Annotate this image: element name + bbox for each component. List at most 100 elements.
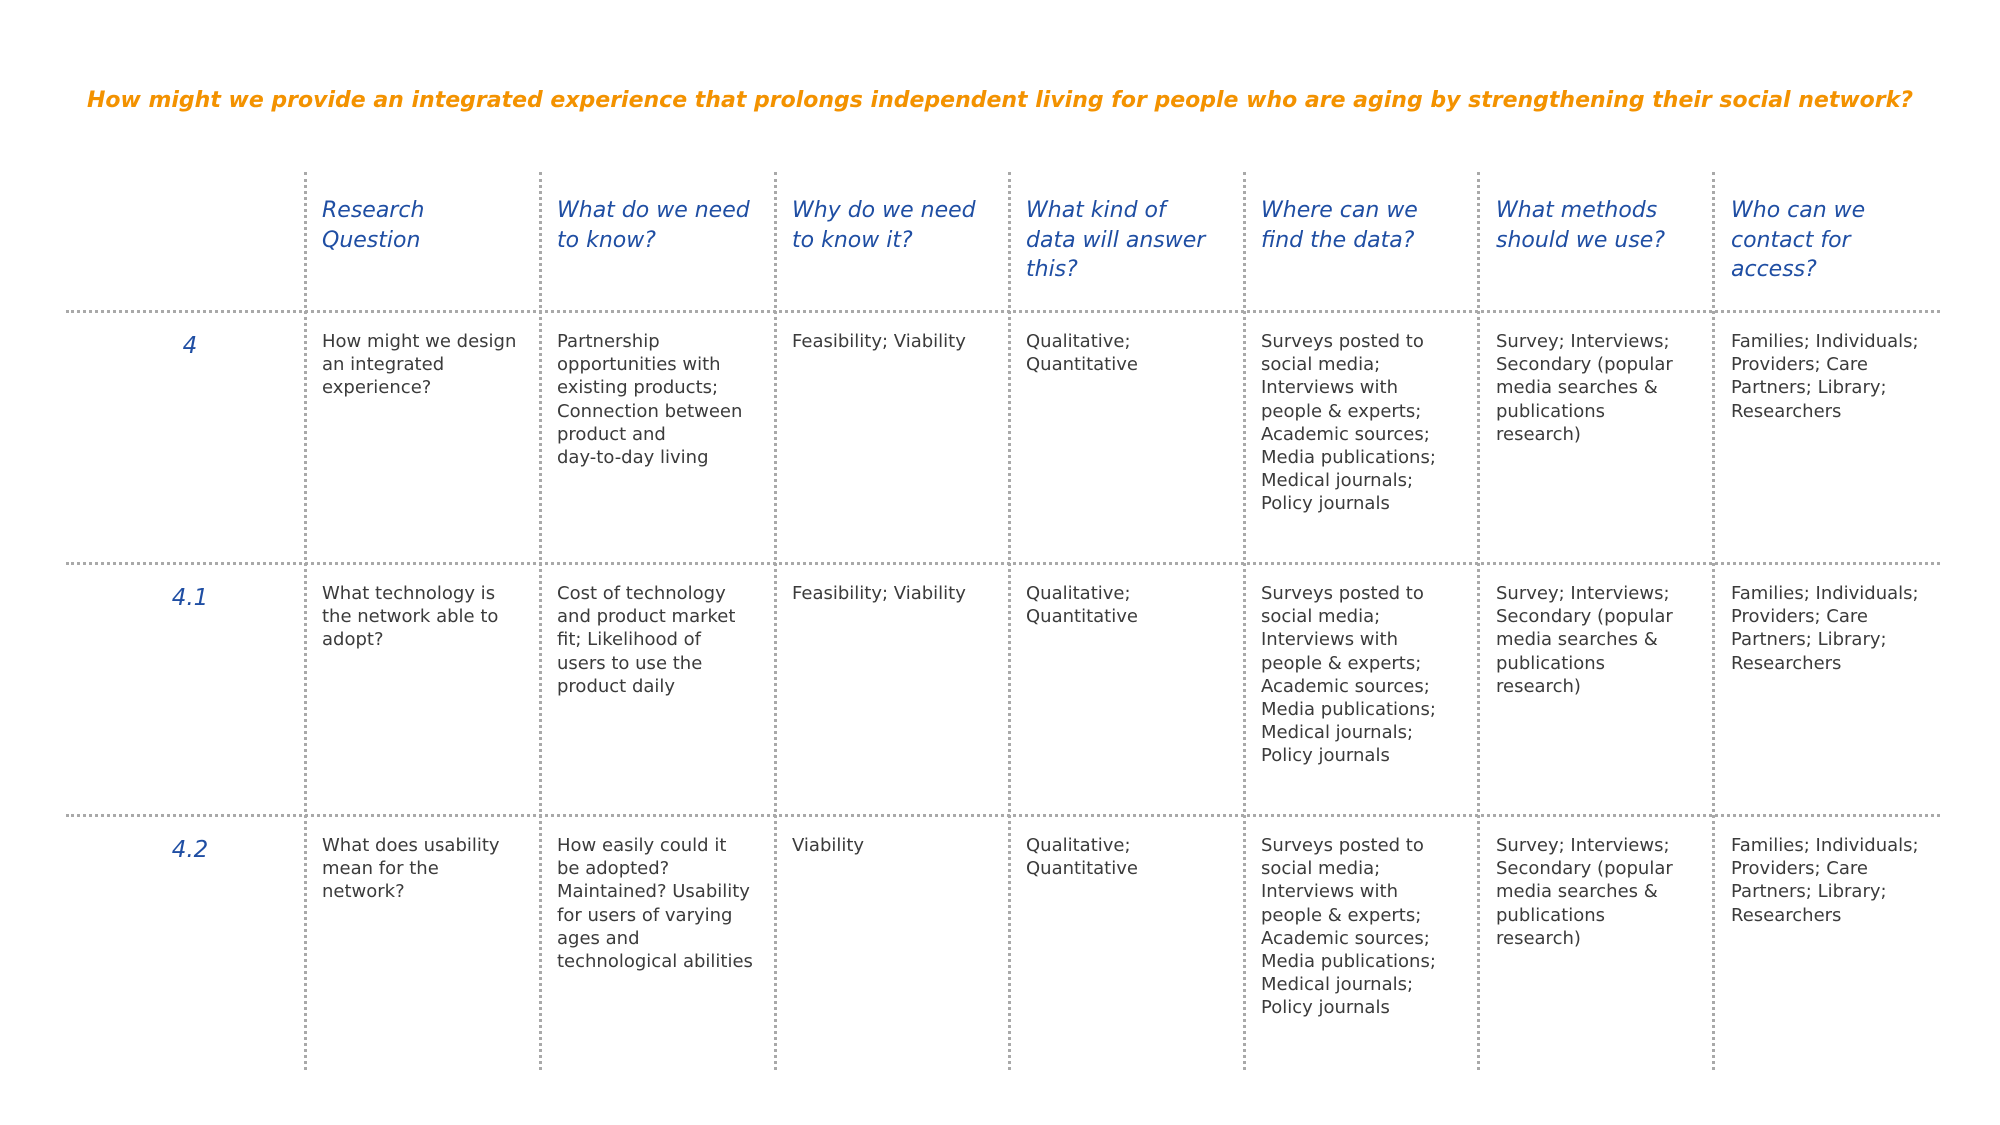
table-cell: Partnership opportunities with existing pr… — [557, 330, 742, 469]
table-cell: How might we design an integrated experien… — [322, 330, 516, 400]
cell-line: Surveys posted to — [1261, 583, 1424, 604]
cell-line: existing products; — [557, 377, 719, 399]
cell-line: publications — [1496, 400, 1606, 422]
cell-line: Research — [322, 198, 425, 223]
column-header: Who can we contact for access? — [1731, 196, 1941, 285]
cell-line: data will answer — [1026, 227, 1206, 253]
cell-line: Why do we need — [792, 198, 976, 223]
table-cell: What does usability mean for the network? — [322, 834, 500, 904]
cell-line: Surveys posted to — [1261, 331, 1424, 352]
cell-line: Who can we — [1731, 198, 1866, 223]
cell-line: Cost of technology — [557, 583, 726, 604]
cell-line: Quantitative — [1026, 858, 1138, 880]
cell-line: network? — [322, 881, 405, 903]
row-number: 4 — [182, 333, 198, 359]
cell-line: adopt? — [322, 629, 384, 651]
row-number: 4.1 — [171, 585, 209, 611]
column-divider — [1008, 172, 1011, 1070]
cell-line: users to use the — [557, 652, 703, 674]
cell-line: and product market — [557, 606, 736, 628]
cell-line: mean for the — [322, 858, 439, 880]
cell-line: Partners; Library; — [1731, 629, 1887, 651]
cell-line: What do we need — [557, 198, 750, 223]
cell-line: Qualitative; — [1026, 583, 1131, 604]
cell-line: Survey; Interviews; — [1496, 835, 1670, 856]
cell-line: Secondary (popular — [1496, 354, 1673, 376]
table-cell: Cost of technology and product market fit;… — [557, 582, 735, 698]
cell-line: Qualitative; — [1026, 331, 1131, 352]
cell-line: Connection between — [557, 400, 743, 422]
cell-line: Survey; Interviews; — [1496, 583, 1670, 604]
cell-line: an integrated — [322, 354, 445, 376]
cell-line: Medical journals; — [1261, 470, 1414, 492]
cell-line: Providers; Care — [1731, 858, 1868, 880]
cell-line: Where can we — [1261, 198, 1418, 223]
table-cell: Feasibility; Viability — [792, 330, 966, 353]
cell-line: publications — [1496, 904, 1606, 926]
cell-line: Interviews with — [1261, 377, 1398, 399]
cell-line: product daily — [557, 675, 676, 697]
cell-line: Partners; Library; — [1731, 377, 1887, 399]
row-number: 4.2 — [171, 837, 209, 863]
row-divider — [66, 814, 1940, 817]
table-cell: How easily could it be adopted? Maintained… — [557, 834, 753, 973]
cell-line: social media; — [1261, 354, 1381, 376]
cell-line: Providers; Care — [1731, 606, 1868, 628]
cell-line: people & experts; — [1261, 904, 1422, 926]
column-divider — [1712, 172, 1715, 1070]
table-cell: Surveys posted to social media; Interviews… — [1261, 834, 1436, 1020]
cell-line: Partners; Library; — [1731, 881, 1887, 903]
cell-line: Media publications; — [1261, 447, 1436, 469]
cell-line: research) — [1496, 675, 1581, 697]
cell-line: How might we design — [322, 331, 517, 352]
cell-line: media searches & — [1496, 881, 1658, 903]
table-cell: Families; Individuals; Providers; Care Par… — [1731, 834, 1919, 927]
cell-line: research) — [1496, 423, 1581, 445]
page-title: How might we provide an integrated exper… — [86, 88, 1914, 113]
cell-line: Media publications; — [1261, 699, 1436, 721]
cell-line: Policy journals — [1261, 745, 1390, 767]
cell-line: fit; Likelihood of — [557, 629, 701, 651]
column-header: What kind of data will answer this? — [1026, 196, 1236, 285]
column-header: Research Question — [322, 196, 532, 255]
row-divider — [66, 562, 1940, 565]
cell-line: be adopted? — [557, 858, 670, 880]
cell-line: Families; Individuals; — [1731, 835, 1919, 856]
cell-line: Question — [322, 227, 421, 253]
cell-line: Secondary (popular — [1496, 606, 1673, 628]
table-cell: Survey; Interviews; Secondary (popular med… — [1496, 582, 1673, 698]
column-divider — [1477, 172, 1480, 1070]
cell-line: What methods — [1496, 198, 1658, 223]
cell-line: people & experts; — [1261, 652, 1422, 674]
column-divider — [539, 172, 542, 1070]
cell-line: contact for — [1731, 227, 1851, 253]
cell-line: opportunities with — [557, 354, 721, 376]
column-header: What methods should we use? — [1496, 196, 1706, 255]
table-cell: Viability — [792, 834, 864, 857]
cell-line: Providers; Care — [1731, 354, 1868, 376]
cell-line: find the data? — [1261, 227, 1415, 253]
cell-line: Maintained? Usability — [557, 881, 750, 903]
row-divider — [66, 310, 1940, 313]
cell-line: access? — [1731, 257, 1817, 282]
cell-line: Medical journals; — [1261, 722, 1414, 744]
cell-line: Quantitative — [1026, 354, 1138, 376]
cell-line: Academic sources; — [1261, 423, 1430, 445]
cell-line: Families; Individuals; — [1731, 583, 1919, 604]
cell-line: experience? — [322, 377, 432, 399]
table-cell: What technology is the network able to ado… — [322, 582, 498, 652]
cell-line: research) — [1496, 927, 1581, 949]
cell-line: to know it? — [792, 227, 913, 253]
cell-line: Policy journals — [1261, 493, 1390, 515]
table-cell: Survey; Interviews; Secondary (popular med… — [1496, 330, 1673, 446]
cell-line: Feasibility; Viability — [792, 331, 966, 352]
cell-line: Researchers — [1731, 652, 1842, 674]
column-header: Where can we find the data? — [1261, 196, 1471, 255]
table-cell: Surveys posted to social media; Interviews… — [1261, 582, 1436, 768]
cell-line: technological abilities — [557, 951, 753, 973]
cell-line: day-to-day living — [557, 447, 709, 469]
cell-line: this? — [1026, 257, 1078, 282]
cell-line: publications — [1496, 652, 1606, 674]
cell-line: Researchers — [1731, 400, 1842, 422]
cell-line: Secondary (popular — [1496, 858, 1673, 880]
